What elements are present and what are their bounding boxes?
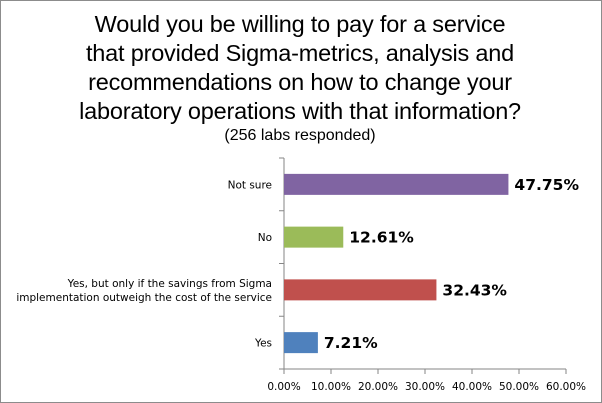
title-line: recommendations on how to change your (88, 69, 512, 95)
x-tick-label: 10.00% (311, 381, 351, 393)
category-label: Yes, but only if the savings from Sigma i… (16, 278, 272, 304)
title-line: that provided Sigma-metrics, analysis an… (85, 40, 515, 66)
chart-subtitle: (256 labs responded) (224, 127, 376, 144)
data-label: 47.75% (514, 176, 579, 194)
title-line: laboratory operations with that informat… (79, 98, 521, 124)
x-tick-label: 20.00% (358, 381, 398, 393)
bar (284, 332, 318, 354)
bar (284, 279, 437, 301)
bar (284, 226, 344, 248)
category-label: No (258, 232, 272, 244)
title-line: Would you be willing to pay for a servic… (94, 11, 506, 37)
category-label: Not sure (228, 179, 272, 191)
bar (284, 173, 509, 195)
data-label: 7.21% (324, 334, 378, 352)
chart-title: Would you be willing to pay for a servic… (20, 10, 580, 146)
data-label: 32.43% (442, 281, 507, 299)
x-tick-label: 30.00% (405, 381, 445, 393)
x-tick-label: 60.00% (546, 381, 586, 393)
category-label: Yes (254, 338, 272, 350)
x-tick-label: 40.00% (452, 381, 492, 393)
data-label: 12.61% (349, 229, 414, 247)
x-tick-label: 50.00% (499, 381, 539, 393)
x-tick-label: 0.00% (267, 381, 300, 393)
